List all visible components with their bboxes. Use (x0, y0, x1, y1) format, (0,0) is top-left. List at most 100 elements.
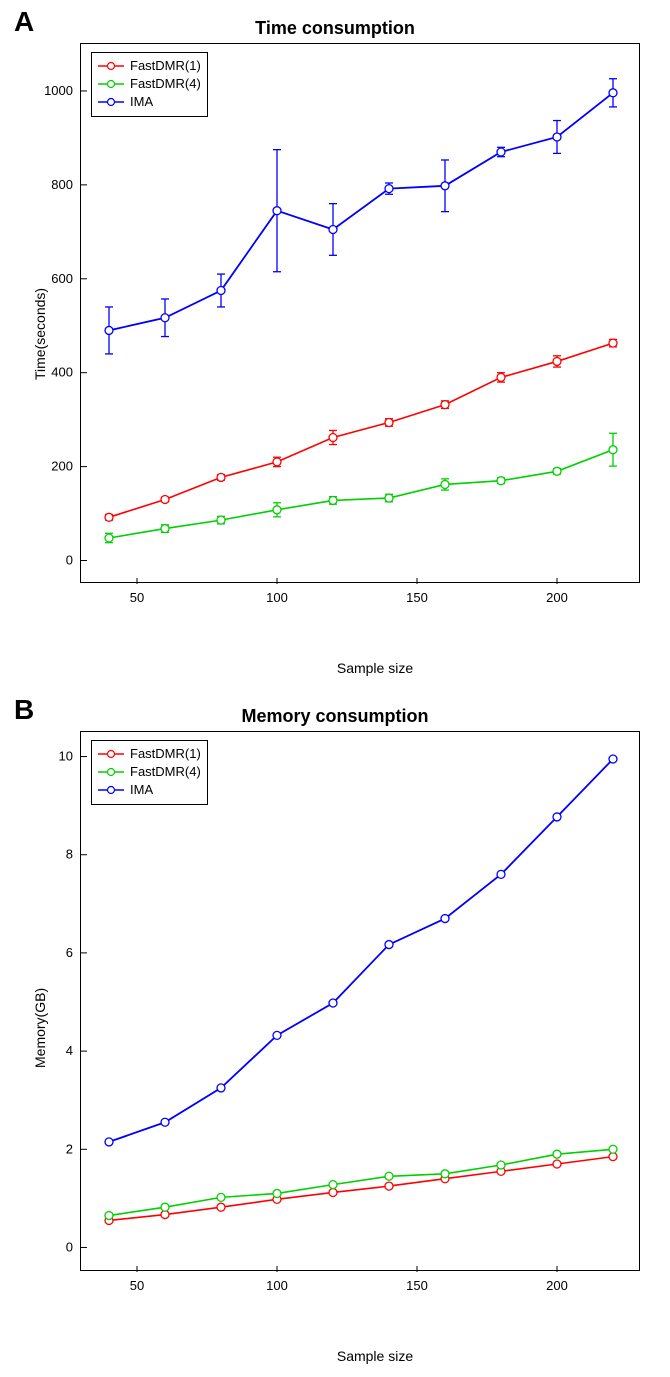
data-point (329, 225, 337, 233)
legend-swatch (98, 60, 124, 72)
data-point (553, 813, 561, 821)
data-point (105, 1138, 113, 1146)
panel-b: B Memory consumption Memory(GB) 50100150… (0, 688, 670, 1376)
data-point (441, 182, 449, 190)
legend-label: IMA (130, 93, 153, 111)
data-point (385, 494, 393, 502)
legend-item: FastDMR(1) (98, 57, 201, 75)
data-point (105, 534, 113, 542)
data-point (105, 1212, 113, 1220)
data-point (273, 1031, 281, 1039)
svg-text:10: 10 (59, 749, 73, 764)
data-point (161, 495, 169, 503)
data-point (161, 525, 169, 533)
svg-text:50: 50 (130, 590, 144, 605)
data-point (329, 999, 337, 1007)
data-point (441, 401, 449, 409)
data-point (609, 89, 617, 97)
data-point (161, 1118, 169, 1126)
data-point (217, 516, 225, 524)
data-point (441, 915, 449, 923)
data-point (329, 1181, 337, 1189)
svg-text:400: 400 (51, 365, 73, 380)
data-point (217, 473, 225, 481)
data-point (497, 870, 505, 878)
legend-item: IMA (98, 93, 201, 111)
series-line (109, 343, 613, 517)
data-point (385, 1172, 393, 1180)
panel-b-title: Memory consumption (0, 706, 670, 727)
legend-item: IMA (98, 781, 201, 799)
series-line (109, 759, 613, 1142)
legend-label: FastDMR(4) (130, 763, 201, 781)
panel-a: A Time consumption Time(seconds) 5010015… (0, 0, 670, 688)
series-line (109, 93, 613, 331)
data-point (553, 357, 561, 365)
data-point (217, 1193, 225, 1201)
svg-text:6: 6 (66, 945, 73, 960)
chart-svg: 501001502000246810 (81, 732, 641, 1272)
data-point (329, 496, 337, 504)
panel-a-ylabel: Time(seconds) (32, 288, 48, 380)
data-point (609, 339, 617, 347)
svg-text:200: 200 (546, 590, 568, 605)
data-point (217, 287, 225, 295)
legend-label: IMA (130, 781, 153, 799)
series-line (109, 1157, 613, 1221)
series-line (109, 450, 613, 538)
legend-swatch (98, 784, 124, 796)
data-point (497, 1161, 505, 1169)
svg-text:2: 2 (66, 1141, 73, 1156)
legend-label: FastDMR(1) (130, 57, 201, 75)
svg-text:200: 200 (546, 1278, 568, 1293)
data-point (217, 1203, 225, 1211)
data-point (161, 314, 169, 322)
legend-item: FastDMR(4) (98, 763, 201, 781)
svg-text:100: 100 (266, 1278, 288, 1293)
panel-b-legend: FastDMR(1)FastDMR(4)IMA (91, 740, 208, 805)
data-point (161, 1203, 169, 1211)
svg-text:0: 0 (66, 1239, 73, 1254)
svg-text:600: 600 (51, 271, 73, 286)
panel-b-label: B (14, 694, 34, 726)
data-point (609, 755, 617, 763)
data-point (441, 1170, 449, 1178)
data-point (553, 1150, 561, 1158)
data-point (329, 433, 337, 441)
data-point (497, 373, 505, 381)
data-point (553, 133, 561, 141)
svg-text:150: 150 (406, 590, 428, 605)
data-point (385, 1182, 393, 1190)
data-point (105, 513, 113, 521)
panel-a-plot: 5010015020002004006008001000 FastDMR(1)F… (80, 43, 640, 583)
data-point (609, 446, 617, 454)
panel-b-xlabel: Sample size (40, 1348, 670, 1364)
panel-a-legend: FastDMR(1)FastDMR(4)IMA (91, 52, 208, 117)
data-point (273, 458, 281, 466)
data-point (497, 148, 505, 156)
data-point (273, 1189, 281, 1197)
legend-swatch (98, 748, 124, 760)
legend-item: FastDMR(1) (98, 745, 201, 763)
svg-text:150: 150 (406, 1278, 428, 1293)
svg-text:4: 4 (66, 1043, 73, 1058)
data-point (385, 941, 393, 949)
svg-text:0: 0 (66, 553, 73, 568)
data-point (385, 418, 393, 426)
panel-a-xlabel: Sample size (40, 660, 670, 676)
data-point (497, 477, 505, 485)
data-point (553, 1160, 561, 1168)
data-point (385, 185, 393, 193)
legend-item: FastDMR(4) (98, 75, 201, 93)
data-point (609, 1145, 617, 1153)
legend-swatch (98, 766, 124, 778)
svg-text:50: 50 (130, 1278, 144, 1293)
svg-text:200: 200 (51, 459, 73, 474)
svg-text:100: 100 (266, 590, 288, 605)
data-point (217, 1084, 225, 1092)
chart-svg: 5010015020002004006008001000 (81, 44, 641, 584)
data-point (105, 326, 113, 334)
data-point (273, 207, 281, 215)
legend-swatch (98, 78, 124, 90)
data-point (553, 467, 561, 475)
